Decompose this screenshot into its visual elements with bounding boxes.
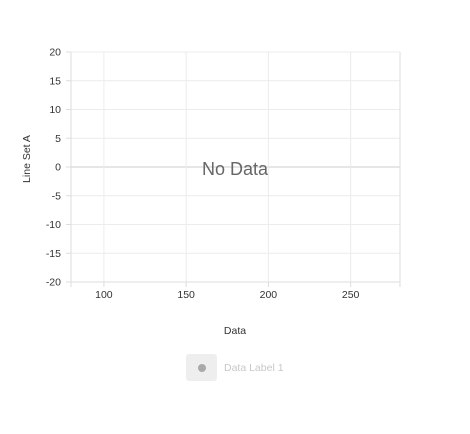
tick-labels: 20 15 10 5 0 -5 -10 -15 -20 100 150 200 250 [46, 47, 360, 302]
legend-toggle-button[interactable] [186, 354, 217, 381]
y-tick-label: 10 [49, 104, 61, 116]
y-tick-label: 20 [49, 47, 61, 59]
x-axis-title: Data [224, 325, 246, 337]
x-tick-label: 100 [95, 289, 113, 301]
legend: Data Label 1 [186, 354, 284, 381]
y-tick-label: -15 [46, 248, 61, 260]
y-tick-label: 0 [55, 162, 61, 174]
legend-label: Data Label 1 [224, 361, 284, 374]
y-tick-label: -5 [52, 190, 61, 202]
no-data-message: No Data [202, 159, 269, 179]
y-tick-label: 15 [49, 75, 61, 87]
y-axis-title: Line Set A [21, 135, 33, 183]
legend-swatch [197, 363, 206, 372]
y-tick-label: -10 [46, 219, 61, 231]
y-tick-label: -20 [46, 277, 61, 289]
axes [66, 51, 401, 287]
x-tick-label: 200 [260, 289, 278, 301]
y-tick-label: 5 [55, 133, 61, 145]
x-tick-label: 250 [342, 289, 360, 301]
x-tick-label: 150 [177, 289, 195, 301]
